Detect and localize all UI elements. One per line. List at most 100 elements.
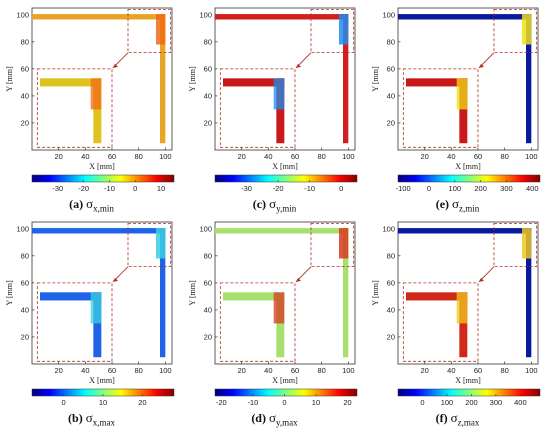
x-tick-label: 80 xyxy=(317,152,325,161)
inset-hotspot xyxy=(274,78,285,109)
y-tick-label: 100 xyxy=(382,10,395,19)
x-tick-label: 100 xyxy=(342,152,355,161)
colorbar-tick-label: 10 xyxy=(312,398,320,407)
y-tick-label: 20 xyxy=(387,119,395,128)
y-axis-label: Y [mm] xyxy=(188,280,197,306)
y-tick-label: 20 xyxy=(204,333,212,342)
colorbar-tick-label: 300 xyxy=(490,398,503,407)
inset-hotspot xyxy=(457,78,468,109)
part-top-bar xyxy=(398,228,531,233)
x-tick-label: 40 xyxy=(264,152,272,161)
y-tick-label: 80 xyxy=(21,37,29,46)
caption-subscript: x,min xyxy=(93,203,114,213)
y-axis-label: Y [mm] xyxy=(371,66,380,92)
y-tick-label: 80 xyxy=(387,251,395,260)
caption-letter: (f) xyxy=(436,411,451,425)
x-tick-label: 20 xyxy=(237,366,245,375)
colorbar xyxy=(32,175,174,182)
x-tick-label: 80 xyxy=(134,366,142,375)
part-top-bar xyxy=(32,14,165,19)
y-tick-label: 100 xyxy=(16,224,29,233)
y-tick-label: 20 xyxy=(21,119,29,128)
x-axis-label: X [mm] xyxy=(455,376,481,385)
y-tick-label: 60 xyxy=(204,278,212,287)
colorbar xyxy=(398,389,540,396)
caption-subscript: x,max xyxy=(93,417,115,427)
x-tick-label: 40 xyxy=(264,366,272,375)
x-tick-label: 100 xyxy=(525,366,538,375)
colorbar xyxy=(215,175,357,182)
x-tick-label: 20 xyxy=(420,152,428,161)
colorbar-tick-label: 10 xyxy=(157,184,165,193)
y-axis-label: Y [mm] xyxy=(371,280,380,306)
panel-caption: (d) σy,max xyxy=(183,410,366,427)
panel-caption: (a) σx,min xyxy=(0,196,183,213)
part-top-bar xyxy=(32,228,165,233)
inset-hotspot xyxy=(457,292,468,323)
corner-hotspot xyxy=(522,14,531,44)
corner-hotspot xyxy=(156,14,165,44)
colorbar-tick-label: -10 xyxy=(247,398,258,407)
y-tick-label: 100 xyxy=(16,10,29,19)
y-tick-label: 40 xyxy=(387,92,395,101)
corner-hotspot xyxy=(339,228,348,258)
x-tick-label: 40 xyxy=(81,366,89,375)
x-tick-label: 80 xyxy=(134,152,142,161)
caption-sigma: σ xyxy=(269,410,276,425)
colorbar-tick-label: -30 xyxy=(52,184,63,193)
colorbar-tick-label: 20 xyxy=(343,398,351,407)
panel-c: 20 40 60 80 100 20 40 60 80 100 X [mm] Y [mm] -30 -20… xyxy=(183,0,366,214)
x-tick-label: 60 xyxy=(108,366,116,375)
y-axis-label: Y [mm] xyxy=(5,280,14,306)
panel-e: 20 40 60 80 100 20 40 60 80 100 X [mm] Y [mm] -100 0 1… xyxy=(366,0,549,214)
inset-hotspot xyxy=(91,78,102,109)
colorbar-tick-label: 400 xyxy=(514,398,527,407)
colorbar-tick-label: 0 xyxy=(61,398,65,407)
y-tick-label: 80 xyxy=(387,37,395,46)
caption-letter: (e) xyxy=(436,197,452,211)
panel-d: 20 40 60 80 100 20 40 60 80 100 X [mm] Y [mm] -20 -10… xyxy=(183,214,366,428)
colorbar-tick-label: 200 xyxy=(474,184,487,193)
part-top-bar xyxy=(215,228,348,233)
x-tick-label: 80 xyxy=(317,366,325,375)
caption-letter: (b) xyxy=(68,411,86,425)
colorbar-tick-label: -30 xyxy=(241,184,252,193)
colorbar-tick-label: 100 xyxy=(441,398,454,407)
caption-subscript: z,max xyxy=(458,417,480,427)
colorbar-tick-label: 10 xyxy=(99,398,107,407)
y-tick-label: 100 xyxy=(199,224,212,233)
caption-letter: (d) xyxy=(251,411,269,425)
caption-sigma: σ xyxy=(451,410,458,425)
panel-plot: 20 40 60 80 100 20 40 60 80 100 X [mm] Y [mm] -100 0 1… xyxy=(366,0,549,190)
y-tick-label: 20 xyxy=(387,333,395,342)
x-axis-label: X [mm] xyxy=(89,162,115,171)
x-tick-label: 100 xyxy=(342,366,355,375)
panel-caption: (e) σz,min xyxy=(366,196,549,213)
panel-caption: (f) σz,max xyxy=(366,410,549,427)
y-tick-label: 40 xyxy=(387,306,395,315)
colorbar-tick-label: 0 xyxy=(339,184,343,193)
x-tick-label: 40 xyxy=(447,366,455,375)
caption-subscript: z,min xyxy=(459,203,479,213)
y-tick-label: 80 xyxy=(21,251,29,260)
caption-sigma: σ xyxy=(452,196,459,211)
panel-plot: 20 40 60 80 100 20 40 60 80 100 X [mm] Y [mm] 0 100 20… xyxy=(366,214,549,404)
y-tick-label: 20 xyxy=(204,119,212,128)
caption-subscript: y,min xyxy=(276,203,296,213)
x-tick-label: 60 xyxy=(291,366,299,375)
colorbar-tick-label: -20 xyxy=(78,184,89,193)
colorbar-tick-label: -20 xyxy=(216,398,227,407)
y-tick-label: 40 xyxy=(21,306,29,315)
x-tick-label: 40 xyxy=(81,152,89,161)
y-axis-label: Y [mm] xyxy=(5,66,14,92)
y-tick-label: 40 xyxy=(204,306,212,315)
colorbar-tick-label: -10 xyxy=(104,184,115,193)
corner-hotspot xyxy=(339,14,348,44)
colorbar xyxy=(215,389,357,396)
colorbar-tick-label: 0 xyxy=(133,184,137,193)
y-tick-label: 60 xyxy=(21,278,29,287)
colorbar-tick-label: 0 xyxy=(427,184,431,193)
panel-f: 20 40 60 80 100 20 40 60 80 100 X [mm] Y [mm] 0 100 20… xyxy=(366,214,549,428)
